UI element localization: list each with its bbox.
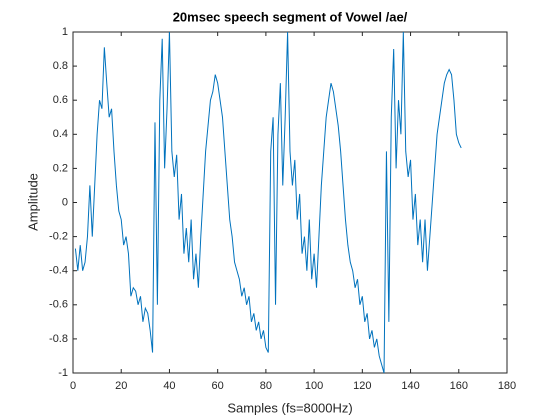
x-axis-label: Samples (fs=8000Hz) xyxy=(227,400,352,415)
y-tick-label: -0.8 xyxy=(49,333,68,345)
y-tick-label: 0.8 xyxy=(53,60,68,72)
x-tick-label: 0 xyxy=(70,380,76,392)
line xyxy=(74,31,462,374)
x-tick-label: 20 xyxy=(115,380,127,392)
y-tick-label: 0.6 xyxy=(53,94,68,106)
y-tick-label: 0.4 xyxy=(53,128,68,140)
x-tick-label: 140 xyxy=(401,380,419,392)
x-tick-label: 120 xyxy=(353,380,371,392)
chart-title: 20msec speech segment of Vowel /ae/ xyxy=(173,9,408,24)
plot-area xyxy=(72,31,508,374)
y-tick-label: -1 xyxy=(58,367,68,379)
x-tick-label: 100 xyxy=(305,380,323,392)
y-tick-label: 0 xyxy=(62,196,68,208)
y-tick-label: 0.2 xyxy=(53,162,68,174)
y-tick-label: 1 xyxy=(62,26,68,38)
x-tick-label: 40 xyxy=(163,380,175,392)
x-tick-label: 60 xyxy=(212,380,224,392)
x-tick-label: 160 xyxy=(450,380,468,392)
y-tick-label: -0.4 xyxy=(49,265,68,277)
y-axis-label: Amplitude xyxy=(25,173,40,231)
x-tick-label: 180 xyxy=(498,380,516,392)
y-tick-label: -0.6 xyxy=(49,299,68,311)
y-tick-label: -0.2 xyxy=(49,231,68,243)
x-tick-label: 80 xyxy=(260,380,272,392)
